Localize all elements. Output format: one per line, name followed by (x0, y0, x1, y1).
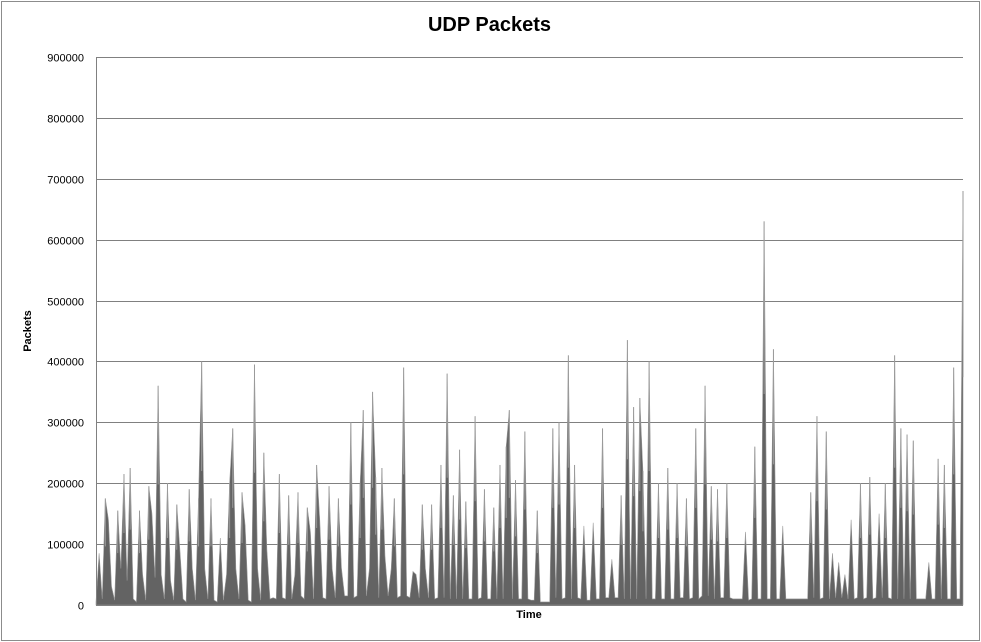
y-tick-label: 500000 (47, 297, 84, 309)
y-tick-label: 300000 (47, 418, 84, 430)
y-tick-labels: 900000 800000 700000 600000 500000 400000 3000… (47, 53, 84, 613)
gridlines (96, 57, 963, 545)
x-axis-label: Time (516, 609, 542, 621)
y-tick-label: 0 (78, 601, 84, 613)
y-tick-label: 400000 (47, 357, 84, 369)
y-tick-label: 100000 (47, 540, 84, 552)
y-tick-label: 600000 (47, 236, 84, 248)
axes (96, 57, 963, 606)
area-series-packets (95, 190, 964, 606)
y-tick-label: 200000 (47, 479, 84, 491)
y-tick-label: 800000 (47, 114, 84, 126)
chart-title: UDP Packets (427, 14, 552, 36)
series-packets (95, 190, 964, 606)
y-tick-label: 700000 (47, 175, 84, 187)
y-tick-label: 900000 (47, 53, 84, 65)
